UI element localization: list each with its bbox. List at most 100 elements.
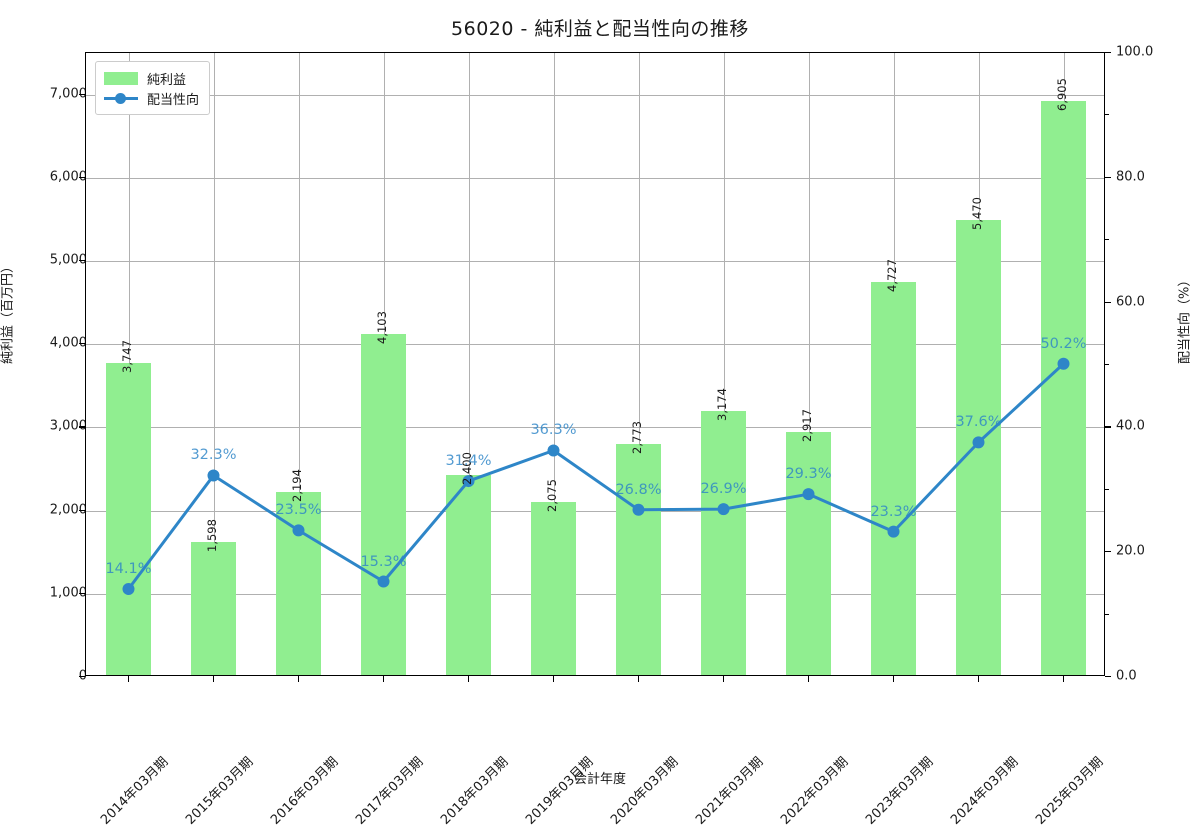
x-axis-tick-label: 2021年03月期 xyxy=(692,754,766,828)
gridline-vertical xyxy=(808,53,810,675)
x-axis-tick-label: 2017年03月期 xyxy=(352,754,426,828)
y-axis-right-tick-mark xyxy=(1105,676,1111,678)
y-axis-left-tick-label: 3,000 xyxy=(49,418,87,434)
payout-ratio-marker xyxy=(292,524,305,537)
bar-value-label: 4,727 xyxy=(884,258,899,292)
payout-ratio-marker xyxy=(1057,357,1070,370)
payout-ratio-line-svg xyxy=(122,357,1070,596)
legend-line-swatch-icon xyxy=(104,92,138,105)
gridline-horizontal xyxy=(86,593,1104,595)
payout-ratio-marker xyxy=(377,575,390,588)
bar-value-label: 2,773 xyxy=(629,421,644,455)
x-axis-tick-label: 2025年03月期 xyxy=(1032,754,1106,828)
x-axis-tick-label: 2014年03月期 xyxy=(97,754,171,828)
bar-net-income xyxy=(531,502,576,675)
bar-value-label: 5,470 xyxy=(969,196,984,230)
legend-bar-swatch-icon xyxy=(104,71,138,85)
bar-net-income xyxy=(276,492,321,675)
x-axis-tick-mark xyxy=(807,676,809,682)
x-axis-tick-label: 2022年03月期 xyxy=(777,754,851,828)
y-axis-left-tick-mark xyxy=(79,260,85,262)
payout-ratio-marker xyxy=(122,583,135,596)
y-axis-right-minor-tick xyxy=(1105,613,1109,615)
payout-ratio-value-label: 36.3% xyxy=(530,422,577,439)
payout-ratio-value-label: 26.8% xyxy=(615,481,662,498)
y-axis-left-tick-mark xyxy=(79,343,85,345)
legend-item-net-income: 純利益 xyxy=(104,68,199,88)
gridline-horizontal xyxy=(86,94,1104,96)
y-axis-left-tick-mark xyxy=(79,176,85,178)
payout-ratio-marker xyxy=(462,475,475,488)
chart-figure: 56020 - 純利益と配当性向の推移 純利益（百万円） 配当性向（%） 会計年… xyxy=(0,18,1193,828)
legend-item-payout-ratio: 配当性向 xyxy=(104,88,199,108)
bar-value-label: 2,194 xyxy=(289,469,304,503)
y-axis-left-tick-mark xyxy=(79,93,85,95)
bar-net-income xyxy=(446,475,491,675)
x-axis-tick-mark xyxy=(892,676,894,682)
y-axis-left-tick-label: 2,000 xyxy=(49,502,87,518)
x-axis-tick-label: 2024年03月期 xyxy=(947,754,1021,828)
bar-net-income xyxy=(106,363,151,675)
bar-net-income xyxy=(871,281,916,675)
y-axis-right-tick-mark xyxy=(1105,301,1111,303)
gridline-horizontal xyxy=(86,261,1104,262)
y-axis-left-tick-label: 4,000 xyxy=(49,335,87,351)
x-axis-tick-label: 2019年03月期 xyxy=(522,754,596,828)
gridline-horizontal xyxy=(86,344,1104,346)
y-axis-right-tick-mark xyxy=(1105,52,1111,54)
gridline-horizontal xyxy=(86,510,1104,512)
payout-ratio-value-label: 29.3% xyxy=(785,466,832,483)
bar-value-label: 1,598 xyxy=(204,519,219,553)
payout-ratio-marker xyxy=(802,488,815,501)
bar-net-income xyxy=(361,333,406,675)
x-axis-title: 会計年度 xyxy=(573,772,626,787)
gridline-vertical xyxy=(468,53,470,675)
x-axis-tick-mark xyxy=(382,676,384,682)
y-axis-right-tick-label: 60.0 xyxy=(1116,294,1145,310)
line-series-layer xyxy=(86,53,1104,675)
x-axis-tick-mark xyxy=(467,676,469,682)
x-axis-tick-mark xyxy=(127,676,129,682)
x-axis-tick-mark xyxy=(1062,676,1064,682)
bar-net-income xyxy=(1041,100,1086,675)
bar-value-label: 3,174 xyxy=(714,387,729,421)
payout-ratio-value-label: 50.2% xyxy=(1040,335,1087,352)
bar-net-income xyxy=(786,432,831,675)
y-axis-right-tick-label: 0.0 xyxy=(1116,668,1137,684)
payout-ratio-value-label: 14.1% xyxy=(105,561,152,578)
y-axis-left-tick-mark xyxy=(79,676,85,678)
bar-value-label: 4,103 xyxy=(374,310,389,344)
y-axis-right-minor-tick xyxy=(1105,114,1109,116)
x-axis-tick-label: 2020年03月期 xyxy=(607,754,681,828)
gridline-horizontal xyxy=(86,427,1104,429)
x-axis-tick-mark xyxy=(297,676,299,682)
y-axis-right-minor-tick xyxy=(1105,239,1109,241)
chart-legend: 純利益 配当性向 xyxy=(95,61,211,115)
payout-ratio-marker xyxy=(632,503,645,516)
payout-ratio-marker xyxy=(717,503,730,516)
plot-area: 3,747 1,598 2,194 4,103 2,400 2,075 2,773 3,174… xyxy=(85,52,1105,676)
payout-ratio-marker xyxy=(972,436,985,449)
payout-ratio-value-label: 15.3% xyxy=(360,553,407,570)
payout-ratio-value-label: 31.4% xyxy=(445,453,492,470)
bar-value-label: 6,905 xyxy=(1054,77,1069,111)
payout-ratio-value-label: 26.9% xyxy=(700,481,747,498)
payout-ratio-marker xyxy=(207,469,220,482)
y-axis-left-tick-label: 6,000 xyxy=(49,169,87,185)
y-axis-left-tick-mark xyxy=(79,592,85,594)
x-axis-tick-label: 2018年03月期 xyxy=(437,754,511,828)
y-axis-left-tick-label: 7,000 xyxy=(49,86,87,102)
x-axis-tick-label: 2016年03月期 xyxy=(267,754,341,828)
y-axis-right-tick-label: 20.0 xyxy=(1116,543,1145,559)
bar-net-income xyxy=(616,444,661,675)
y-axis-left-tick-mark xyxy=(79,509,85,511)
x-axis-tick-label: 2015年03月期 xyxy=(182,754,256,828)
payout-ratio-line xyxy=(127,362,1065,591)
bar-value-label: 2,917 xyxy=(799,409,814,443)
y-axis-left-tick-mark xyxy=(79,426,85,428)
payout-ratio-marker xyxy=(547,444,560,457)
bar-value-label: 3,747 xyxy=(119,340,134,374)
x-axis-tick-label: 2023年03月期 xyxy=(862,754,936,828)
y-axis-right-tick-mark xyxy=(1105,426,1111,428)
gridline-horizontal xyxy=(86,177,1104,179)
